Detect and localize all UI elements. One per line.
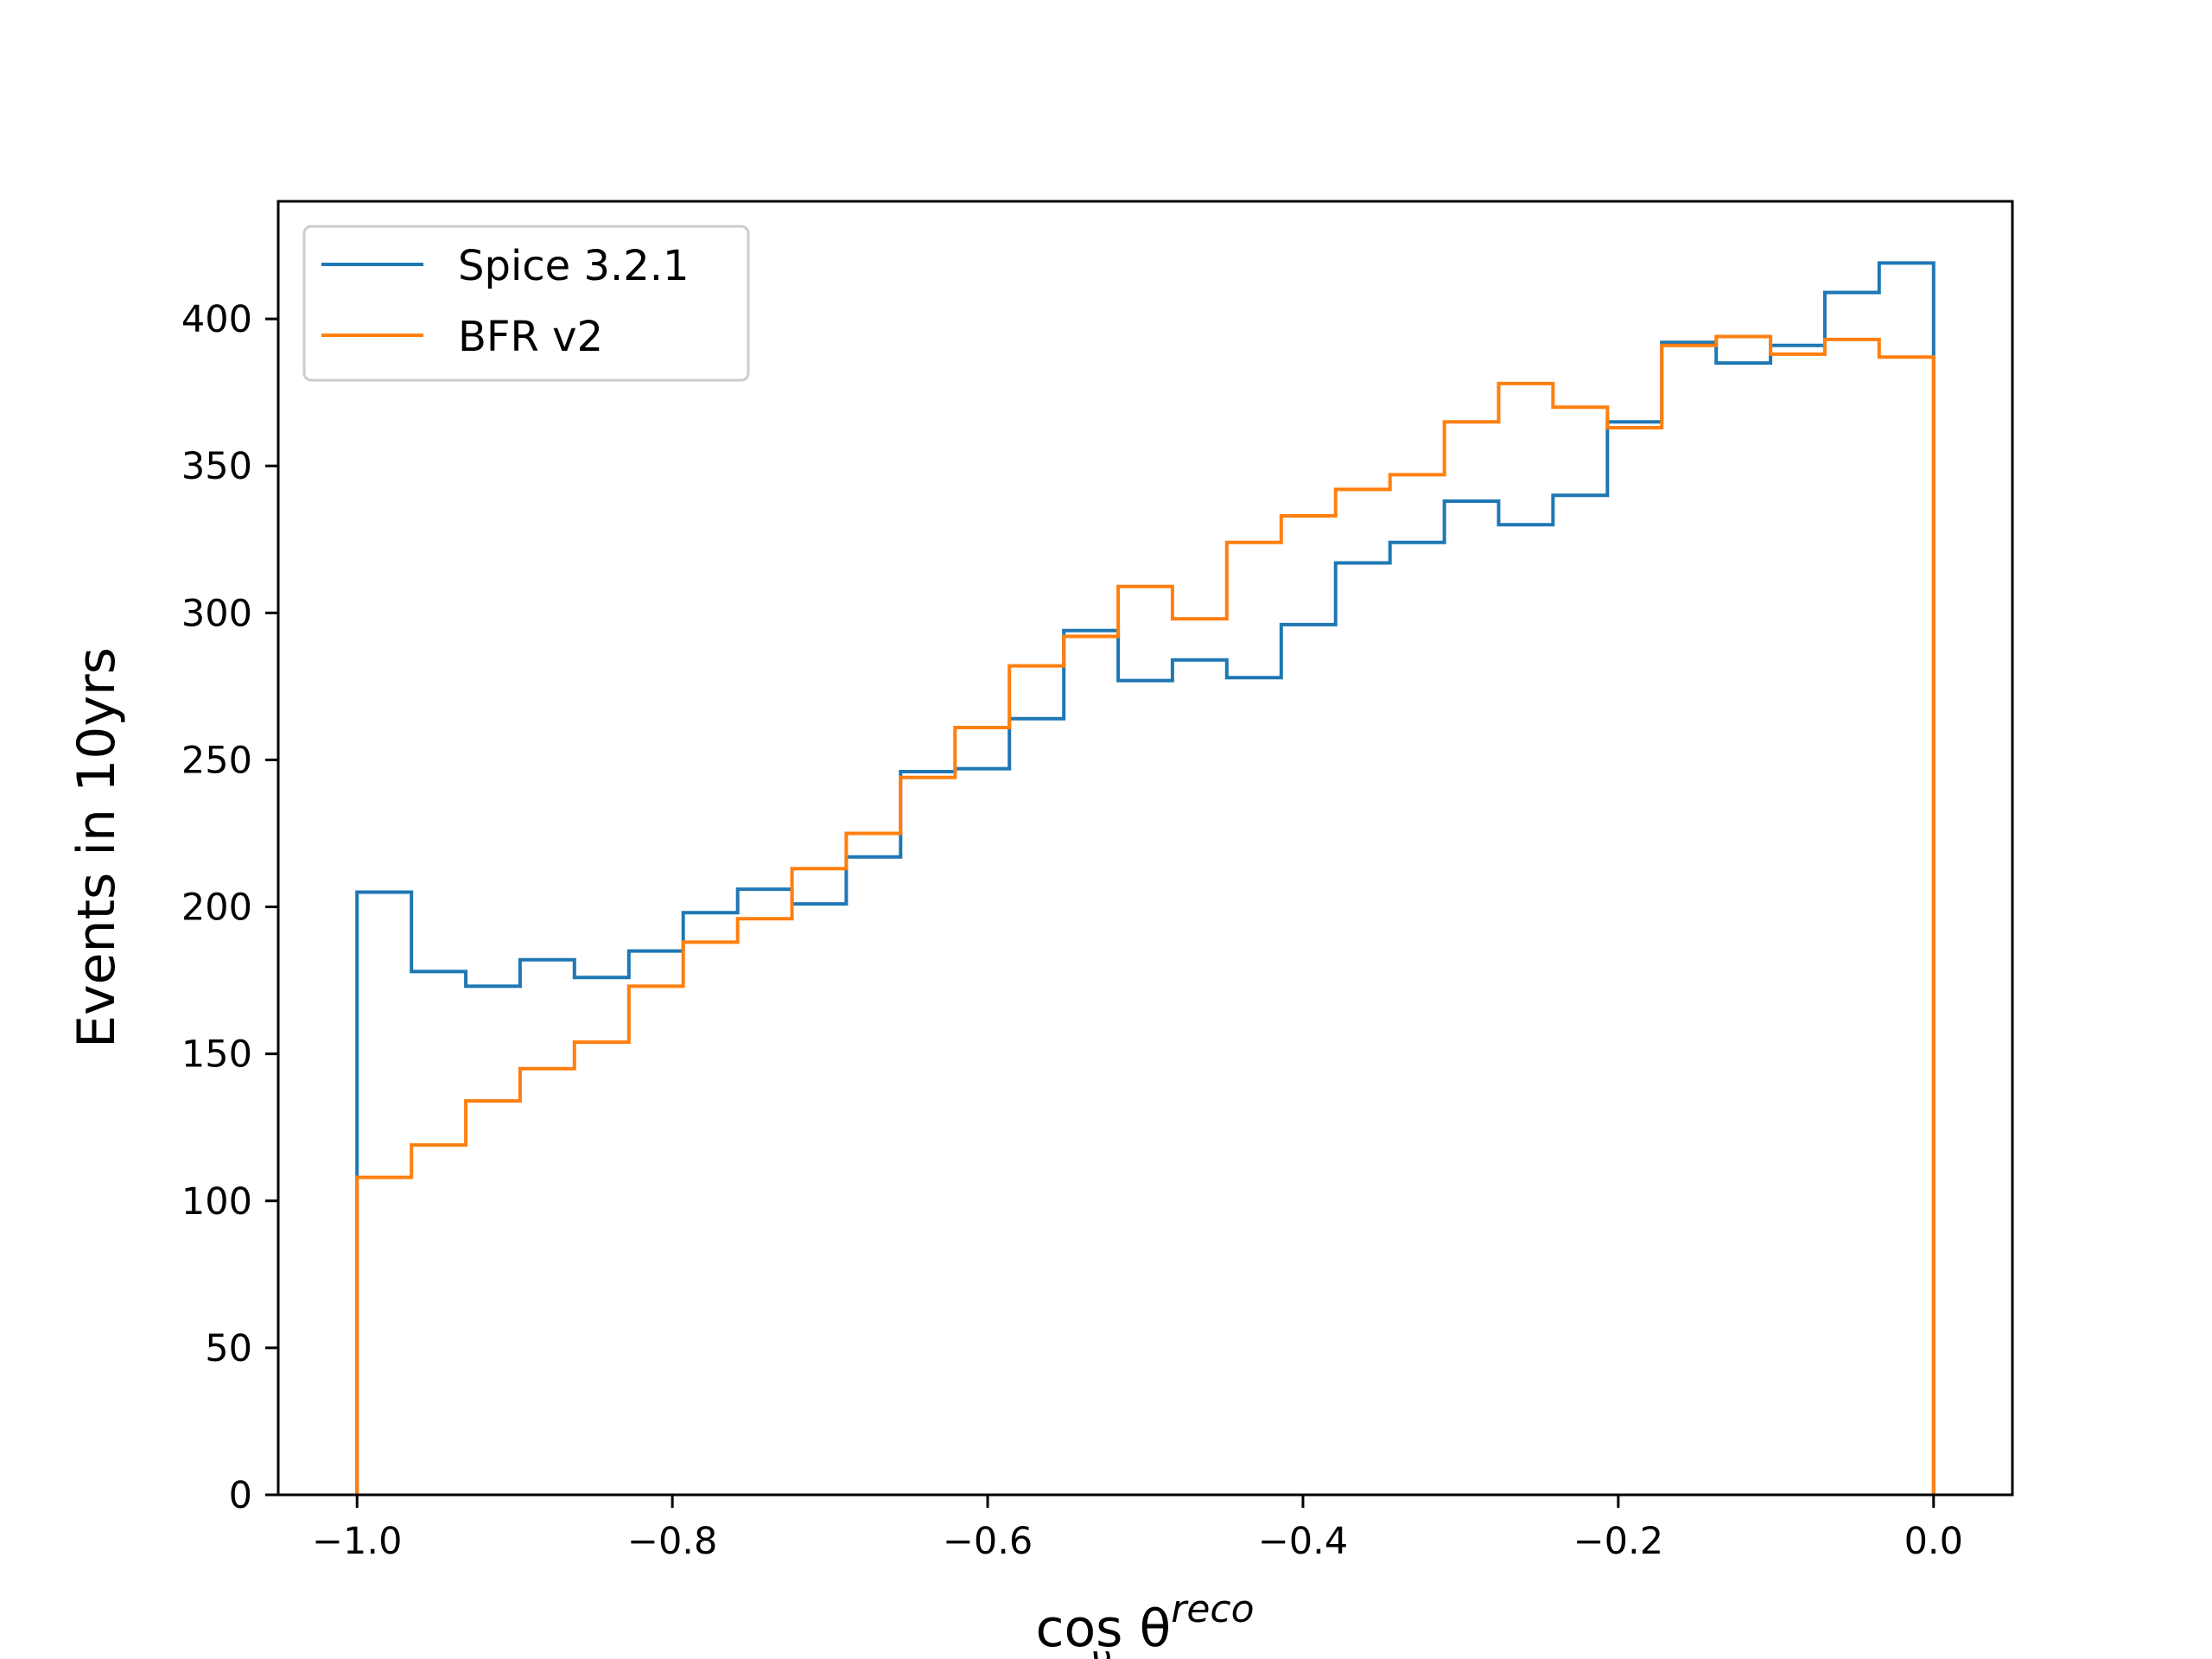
legend-label-bfr: BFR v2 — [458, 313, 603, 361]
series-step-spice — [355, 261, 1936, 1495]
x-tick-label: −1.0 — [312, 1520, 402, 1563]
plot-frame — [276, 200, 2014, 1497]
x-axis-title-subscript: ν — [1090, 1637, 1112, 1659]
x-tick-label: −0.6 — [943, 1520, 1033, 1563]
y-axis-ticks: 0 50 100 150 200 250 300 350 400 — [181, 298, 278, 1517]
y-tick-label: 400 — [181, 298, 252, 341]
series-step-bfr — [355, 334, 1936, 1495]
x-tick-label: −0.4 — [1258, 1520, 1348, 1563]
y-axis-title: Events in 10yrs — [67, 647, 127, 1048]
x-tick-label: 0.0 — [1904, 1520, 1963, 1563]
y-tick-label: 300 — [181, 592, 252, 635]
y-tick-label: 100 — [181, 1180, 252, 1224]
y-tick-label: 150 — [181, 1033, 252, 1077]
legend: Spice 3.2.1 BFR v2 — [302, 225, 750, 382]
y-tick-label: 350 — [181, 445, 252, 488]
series-layer — [355, 261, 1936, 1495]
x-axis-title-base: cos θ — [1035, 1599, 1171, 1659]
x-axis-ticks: −1.0 −0.8 −0.6 −0.4 −0.2 0.0 — [312, 1495, 1963, 1563]
x-axis-title-superscript: reco — [1171, 1587, 1254, 1631]
x-tick-label: −0.2 — [1573, 1520, 1663, 1563]
x-tick-label: −0.8 — [627, 1520, 717, 1563]
y-tick-label: 50 — [205, 1327, 252, 1370]
y-tick-label: 250 — [181, 739, 252, 782]
y-tick-label: 200 — [181, 887, 252, 930]
y-tick-label: 0 — [229, 1474, 252, 1517]
legend-label-spice: Spice 3.2.1 — [458, 242, 690, 290]
x-axis-title: cos θreco ν — [1035, 1587, 1254, 1659]
